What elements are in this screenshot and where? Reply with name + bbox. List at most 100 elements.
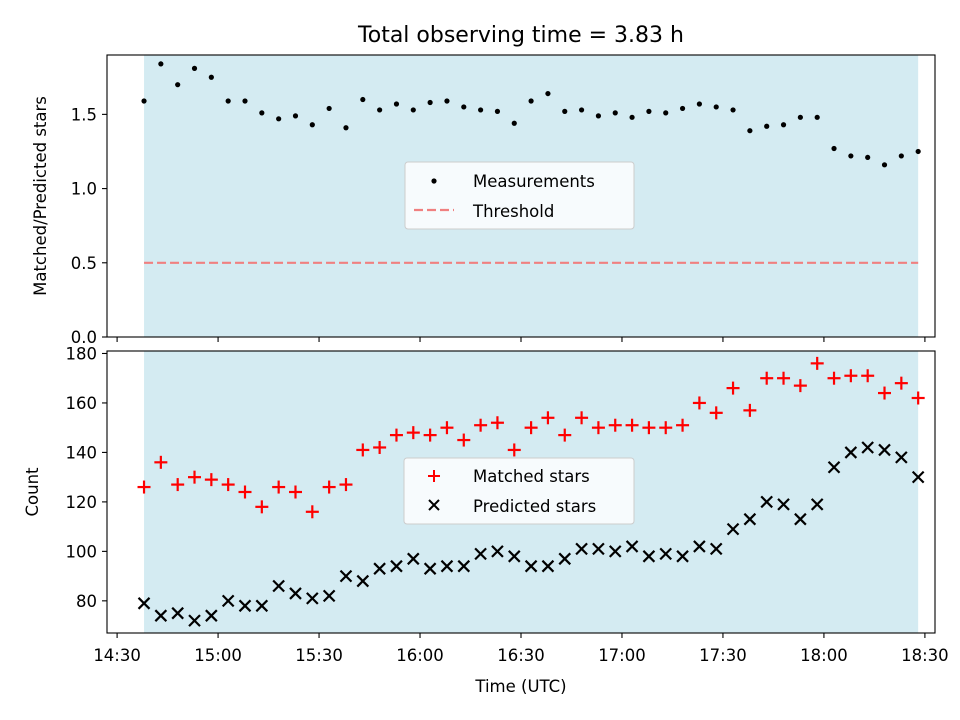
- matched-stars-point: [255, 500, 269, 514]
- chart-title: Total observing time = 3.83 h: [357, 23, 684, 48]
- matched-stars-point: [457, 433, 471, 447]
- predicted-stars-point: [188, 614, 201, 627]
- predicted-stars-point: [676, 550, 689, 563]
- predicted-stars-point: [810, 498, 824, 511]
- matched-stars-point: [793, 379, 807, 393]
- x-tick-label: 15:30: [295, 646, 343, 665]
- count-legend-box: [403, 457, 635, 525]
- matched-stars-point: [844, 369, 858, 383]
- legend-threshold-label: Threshold: [472, 202, 554, 221]
- matched-stars-point: [760, 371, 774, 385]
- matched-stars-point: [154, 455, 168, 469]
- measurement-point: [360, 96, 366, 103]
- predicted-stars-point: [592, 542, 605, 556]
- measurement-point: [562, 108, 568, 114]
- matched-stars-point: [272, 480, 286, 494]
- measurement-point: [814, 114, 820, 120]
- measurement-point: [427, 99, 433, 106]
- measurement-point: [478, 107, 484, 113]
- predicted-stars-point: [423, 562, 437, 575]
- count-y-label: Count: [23, 467, 42, 517]
- matched-stars-point: [608, 418, 622, 432]
- matched-stars-point: [356, 443, 370, 457]
- measurement-point: [578, 107, 585, 113]
- x-tick-label: 15:00: [194, 646, 242, 665]
- predicted-stars-point: [407, 552, 420, 566]
- predicted-stars-point: [777, 498, 790, 511]
- predicted-stars-point: [356, 574, 370, 588]
- measurement-point: [663, 110, 669, 116]
- predicted-stars-point: [322, 589, 336, 603]
- measurement-point: [494, 108, 501, 114]
- predicted-stars-point: [154, 609, 168, 622]
- predicted-stars-point: [760, 495, 773, 509]
- predicted-stars-point: [306, 592, 319, 605]
- predicted-stars-point: [844, 446, 858, 459]
- matched-stars-point: [188, 470, 202, 484]
- matched-stars-point: [625, 418, 639, 432]
- predicted-stars-point: [390, 559, 403, 573]
- ratio-y-label: Matched/Predicted stars: [31, 96, 50, 296]
- legend-predicted-marker: [428, 499, 440, 511]
- measurement-point: [444, 98, 450, 104]
- count-legend: Matched stars Predicted stars: [403, 457, 635, 525]
- x-tick-label: 18:00: [800, 646, 848, 665]
- matched-stars-point: [305, 505, 319, 519]
- matched-stars-point: [878, 386, 892, 400]
- predicted-stars-point: [238, 599, 252, 613]
- x-axis-label: Time (UTC): [474, 677, 566, 696]
- measurement-point: [629, 114, 635, 120]
- count-y-tick-label: 120: [66, 493, 98, 512]
- predicted-stars-point: [726, 522, 740, 536]
- ratio-legend: Measurements Threshold: [404, 161, 635, 230]
- predicted-stars-point: [541, 559, 555, 573]
- measurement-point: [881, 162, 888, 168]
- x-tick-label: 16:00: [396, 646, 444, 665]
- measurement-point: [764, 123, 770, 129]
- measurement-point: [848, 153, 854, 159]
- matched-stars-point: [490, 416, 504, 430]
- measurement-point: [326, 105, 332, 112]
- matched-stars-point: [423, 428, 437, 442]
- count-y-tick-label: 160: [66, 394, 98, 413]
- predicted-stars-point: [911, 470, 925, 484]
- measurement-point: [898, 153, 904, 159]
- predicted-stars-point: [137, 597, 151, 610]
- measurement-point: [679, 105, 686, 112]
- predicted-stars-point: [507, 550, 521, 563]
- measurement-point: [865, 154, 871, 161]
- predicted-stars-point: [457, 559, 471, 573]
- legend-matched-label: Matched stars: [473, 467, 590, 486]
- count-x-axis: 14:30 15:00 15:30 16:00 16:30 17:00 17:30 18:00…: [93, 633, 949, 665]
- measurement-point: [309, 122, 315, 128]
- ratio-legend-box: [404, 161, 635, 230]
- measurement-point: [797, 114, 803, 120]
- ratio-series-layer: [141, 61, 921, 264]
- matched-stars-point: [827, 371, 841, 385]
- measurement-point: [780, 122, 787, 128]
- predicted-stars-point: [608, 545, 622, 558]
- measurement-point: [612, 110, 618, 116]
- matched-stars-point: [692, 396, 706, 410]
- predicted-stars-point: [205, 609, 218, 622]
- predicted-stars-point: [272, 579, 285, 593]
- matched-stars-point: [524, 421, 538, 435]
- predicted-stars-point: [558, 552, 572, 566]
- matched-stars-point: [810, 356, 824, 370]
- measurement-point: [343, 125, 349, 131]
- predicted-stars-point: [524, 559, 538, 573]
- matched-stars-point: [221, 478, 235, 492]
- predicted-stars-point: [659, 547, 673, 561]
- legend-measurements-marker: [431, 178, 437, 184]
- measurement-point: [410, 107, 416, 113]
- predicted-stars-point: [339, 569, 353, 583]
- count-y-tick-label: 100: [66, 542, 98, 561]
- matched-stars-point: [642, 421, 656, 435]
- predicted-stars-point: [709, 542, 723, 556]
- matched-stars-point: [591, 421, 605, 435]
- ratio-y-tick-label: 0.5: [71, 254, 97, 273]
- ratio-y-axis: 0.0 0.5 1.0 1.5: [71, 105, 107, 347]
- measurement-point: [696, 101, 702, 107]
- predicted-stars-point: [575, 542, 588, 556]
- matched-stars-point: [861, 369, 875, 383]
